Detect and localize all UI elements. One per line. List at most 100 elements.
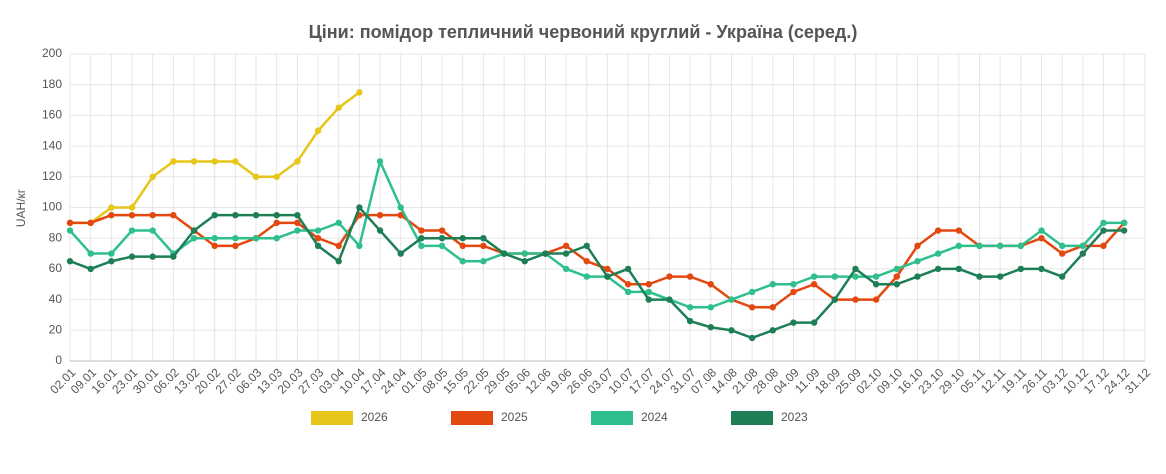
data-point [418,242,425,250]
data-point [252,235,260,242]
y-tick-label: 120 [42,169,62,183]
y-tick-label: 100 [42,200,62,214]
y-tick-label: 0 [55,353,62,367]
data-point [645,288,652,296]
data-point [108,204,115,211]
data-point [790,288,797,296]
data-point [1058,250,1066,257]
data-point [810,281,818,288]
data-point [604,265,611,273]
data-point [852,265,859,273]
data-point [335,219,342,227]
data-point [273,173,280,180]
data-point [707,304,714,311]
data-point [893,265,900,273]
data-point [294,219,301,227]
data-point [170,158,177,165]
data-point [397,211,404,219]
data-point [521,258,528,265]
data-point [459,258,466,265]
data-point [1079,242,1087,250]
data-point [87,265,94,273]
data-point [314,242,322,250]
data-point [480,258,487,265]
legend-label: 2026 [361,410,388,424]
y-tick-label: 80 [49,230,63,244]
data-point [418,227,425,234]
data-point [314,227,322,234]
data-point [273,219,280,227]
legend-swatch [731,411,773,425]
data-point [438,227,446,234]
data-point [252,211,260,219]
series-line [69,157,1125,309]
data-point [66,219,74,227]
data-point [976,242,983,250]
data-point [1038,227,1045,234]
data-point [728,327,735,334]
data-point [211,235,218,242]
data-point [1017,265,1025,273]
data-point [294,158,301,165]
data-point [397,204,404,211]
data-point [294,227,301,234]
data-point [1079,250,1087,257]
legend-label: 2023 [781,410,808,424]
data-point [686,273,694,280]
data-point [872,281,880,288]
data-point [149,227,156,234]
data-point [128,253,136,260]
data-point [562,250,570,257]
data-point [149,173,156,180]
data-point [128,211,136,219]
data-point [934,227,942,234]
data-point [583,242,590,250]
data-point [335,258,342,265]
data-point [1100,227,1107,234]
data-point [748,334,756,342]
data-point [934,250,942,257]
y-tick-label: 160 [42,108,62,122]
data-point [376,158,384,165]
data-point [666,273,673,280]
data-point [996,273,1004,280]
data-point [66,227,74,234]
data-point [914,242,921,250]
data-point [893,281,900,288]
data-point [1017,242,1025,250]
data-point [108,258,115,265]
data-point [542,250,549,257]
data-point [810,319,818,326]
data-point [872,273,880,280]
data-point [149,211,156,219]
data-point [914,258,921,265]
data-point [480,235,487,242]
data-point [748,304,756,311]
data-point [955,227,963,234]
data-point [211,158,218,165]
data-point [976,273,983,280]
data-point [170,211,177,219]
data-point [190,227,198,234]
data-point [356,204,363,211]
data-point [252,173,260,180]
data-point [686,304,694,311]
data-point [624,281,632,288]
data-point [790,281,797,288]
data-point [87,219,94,227]
data-point [1038,265,1045,273]
data-point [934,265,942,273]
data-point [128,227,136,234]
legend-swatch [591,411,633,425]
data-point [232,235,239,242]
data-point [232,242,239,250]
data-point [562,265,570,273]
data-point [459,242,466,250]
series-line [70,213,1126,309]
data-point [583,258,590,265]
data-point [314,235,322,242]
data-point [170,253,177,260]
data-point [211,211,218,219]
data-point [852,273,859,280]
